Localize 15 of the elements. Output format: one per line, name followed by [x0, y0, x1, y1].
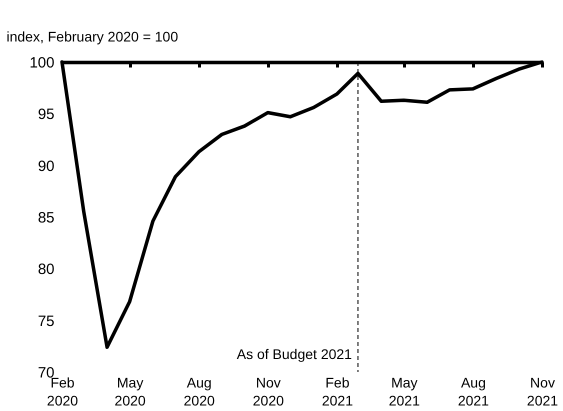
x-tick-label: Aug 2020 — [184, 374, 215, 408]
y-axis-title: index, February 2020 = 100 — [6, 28, 178, 44]
x-tick-label: May 2021 — [388, 374, 420, 408]
x-tick-label: Aug 2021 — [458, 374, 490, 408]
ref-line-label: As of Budget 2021 — [236, 346, 352, 362]
x-tick-label: Nov 2020 — [252, 374, 284, 408]
y-tick-label: 95 — [38, 106, 54, 124]
y-tick-label: 85 — [38, 210, 54, 226]
y-tick-label: 100 — [29, 54, 54, 72]
x-tick-label: Feb 2021 — [322, 374, 354, 408]
y-tick-label: 90 — [38, 158, 54, 175]
x-tick-label: May 2020 — [114, 374, 146, 408]
y-tick-label: 80 — [38, 261, 54, 278]
y-tick-label: 75 — [38, 312, 54, 330]
x-tick-label: Nov 2021 — [526, 374, 558, 408]
